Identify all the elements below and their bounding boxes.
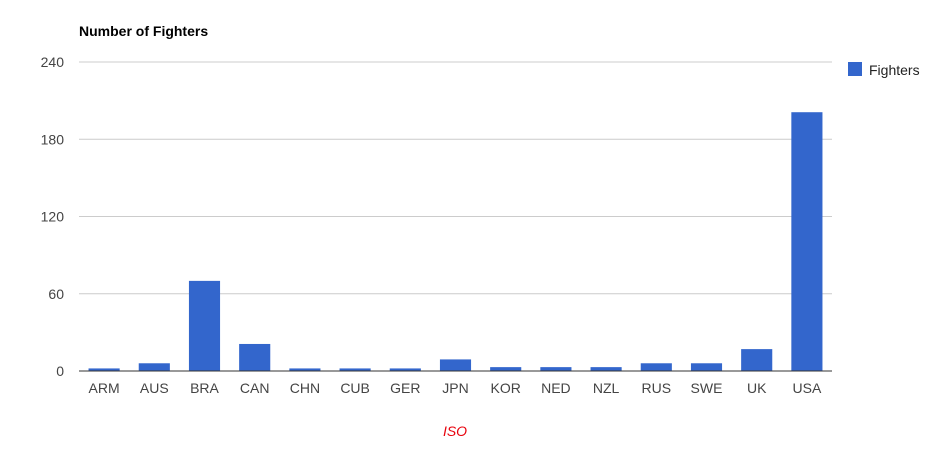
- bars: [88, 112, 823, 372]
- bar-rus[interactable]: [640, 363, 672, 371]
- bar-ger[interactable]: [389, 368, 421, 371]
- legend[interactable]: Fighters: [848, 62, 920, 78]
- y-tick-label: 60: [48, 286, 64, 302]
- y-tick-label: 240: [41, 54, 65, 70]
- x-tick-label: CUB: [340, 380, 370, 396]
- x-tick-label: RUS: [642, 380, 672, 396]
- x-tick-label: CAN: [240, 380, 270, 396]
- x-tick-label: BRA: [190, 380, 219, 396]
- bar-bra[interactable]: [188, 280, 221, 371]
- x-axis-label: ISO: [443, 423, 467, 439]
- x-tick-label: USA: [793, 380, 822, 396]
- legend-label: Fighters: [869, 62, 920, 78]
- x-tick-label: UK: [747, 380, 767, 396]
- x-axis-ticks: ARM AUS BRA CAN CHN CUB GER JPN KOR NED NZL RUS SWE U…: [89, 380, 822, 396]
- x-tick-label: NZL: [593, 380, 620, 396]
- y-tick-label: 120: [41, 209, 65, 225]
- bar-chn[interactable]: [289, 368, 321, 371]
- x-tick-label: SWE: [691, 380, 723, 396]
- bar-kor[interactable]: [490, 367, 522, 371]
- chart-title: Number of Fighters: [79, 23, 208, 39]
- bar-cub[interactable]: [339, 368, 371, 371]
- y-tick-label: 180: [41, 131, 65, 147]
- legend-swatch: [848, 62, 862, 76]
- x-tick-label: GER: [390, 380, 420, 396]
- x-tick-label: AUS: [140, 380, 169, 396]
- y-axis-ticks: 0 60 120 180 240: [41, 54, 65, 379]
- bar-usa[interactable]: [791, 112, 823, 372]
- bar-nzl[interactable]: [590, 367, 622, 371]
- bar-arm[interactable]: [88, 368, 120, 371]
- x-tick-label: ARM: [89, 380, 120, 396]
- gridlines: [79, 61, 832, 295]
- bar-aus[interactable]: [138, 363, 170, 371]
- x-tick-label: JPN: [442, 380, 468, 396]
- bar-ned[interactable]: [540, 367, 572, 371]
- x-tick-label: KOR: [491, 380, 521, 396]
- bar-can[interactable]: [239, 343, 271, 371]
- bar-swe[interactable]: [690, 363, 723, 371]
- x-tick-label: CHN: [290, 380, 320, 396]
- bar-uk[interactable]: [741, 349, 773, 371]
- bar-jpn[interactable]: [439, 359, 472, 371]
- x-tick-label: NED: [541, 380, 571, 396]
- y-tick-label: 0: [56, 363, 64, 379]
